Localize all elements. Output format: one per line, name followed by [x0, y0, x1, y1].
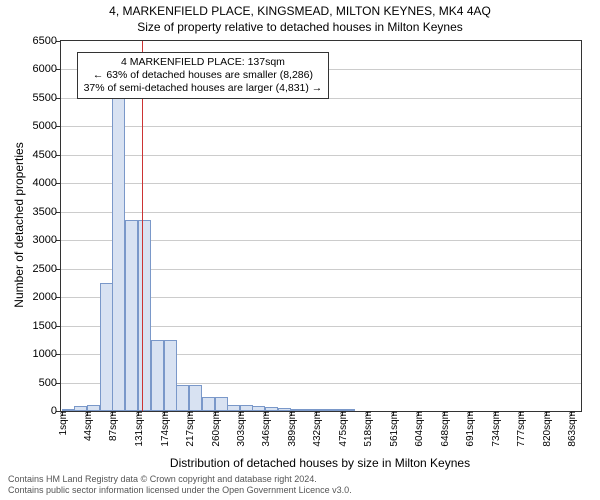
- y-grid-line: [61, 183, 581, 184]
- x-tick-label: 691sqm: [462, 411, 476, 447]
- x-tick-label: 303sqm: [233, 411, 247, 447]
- chart-title-subtitle: Size of property relative to detached ho…: [0, 20, 600, 34]
- footer-line-2: Contains public sector information licen…: [8, 485, 352, 496]
- y-tick-label: 500: [17, 377, 61, 389]
- x-tick-label: 604sqm: [411, 411, 425, 447]
- x-axis-label: Distribution of detached houses by size …: [60, 456, 580, 470]
- x-tick-label: 174sqm: [157, 411, 171, 447]
- x-tick-label: 87sqm: [105, 411, 119, 441]
- y-tick-label: 6500: [17, 35, 61, 47]
- callout-box: 4 MARKENFIELD PLACE: 137sqm← 63% of deta…: [77, 52, 330, 99]
- callout-line-1: 4 MARKENFIELD PLACE: 137sqm: [84, 56, 323, 69]
- y-tick-label: 1000: [17, 348, 61, 360]
- histogram-bar: [164, 340, 177, 411]
- y-tick-label: 3500: [17, 206, 61, 218]
- histogram-bar: [189, 385, 202, 411]
- x-tick-label: 863sqm: [564, 411, 578, 447]
- chart-plot-area: 0500100015002000250030003500400045005000…: [60, 40, 580, 410]
- histogram-bar: [176, 385, 189, 411]
- y-tick-label: 6000: [17, 63, 61, 75]
- y-tick-label: 2500: [17, 263, 61, 275]
- x-tick-label: 820sqm: [539, 411, 553, 447]
- y-grid-line: [61, 155, 581, 156]
- histogram-bar: [202, 397, 215, 411]
- x-tick-label: 217sqm: [182, 411, 196, 447]
- x-tick-label: 1sqm: [55, 411, 69, 435]
- y-tick-label: 5500: [17, 92, 61, 104]
- footer-line-1: Contains HM Land Registry data © Crown c…: [8, 474, 352, 485]
- x-tick-label: 648sqm: [437, 411, 451, 447]
- x-tick-label: 131sqm: [131, 411, 145, 447]
- chart-axes-frame: 0500100015002000250030003500400045005000…: [60, 40, 582, 412]
- y-grid-line: [61, 212, 581, 213]
- callout-line-3: 37% of semi-detached houses are larger (…: [84, 82, 323, 95]
- y-grid-line: [61, 126, 581, 127]
- x-tick-label: 260sqm: [208, 411, 222, 447]
- y-tick-label: 4500: [17, 149, 61, 161]
- x-tick-label: 734sqm: [488, 411, 502, 447]
- x-tick-label: 346sqm: [258, 411, 272, 447]
- y-tick-label: 3000: [17, 234, 61, 246]
- y-tick-label: 2000: [17, 291, 61, 303]
- histogram-bar: [138, 220, 151, 411]
- histogram-bar: [151, 340, 164, 411]
- callout-line-2: ← 63% of detached houses are smaller (8,…: [84, 69, 323, 82]
- footer-attribution: Contains HM Land Registry data © Crown c…: [8, 474, 352, 496]
- x-tick-label: 475sqm: [335, 411, 349, 447]
- x-tick-label: 561sqm: [386, 411, 400, 447]
- histogram-bar: [100, 283, 113, 411]
- histogram-bar: [215, 397, 228, 411]
- chart-title-address: 4, MARKENFIELD PLACE, KINGSMEAD, MILTON …: [0, 4, 600, 18]
- y-tick-label: 1500: [17, 320, 61, 332]
- y-tick-label: 4000: [17, 177, 61, 189]
- histogram-bar: [125, 220, 138, 411]
- histogram-bar: [112, 98, 125, 411]
- x-tick-label: 518sqm: [360, 411, 374, 447]
- x-tick-label: 389sqm: [284, 411, 298, 447]
- y-tick-label: 5000: [17, 120, 61, 132]
- x-tick-label: 777sqm: [513, 411, 527, 447]
- x-tick-label: 44sqm: [80, 411, 94, 441]
- x-tick-label: 432sqm: [309, 411, 323, 447]
